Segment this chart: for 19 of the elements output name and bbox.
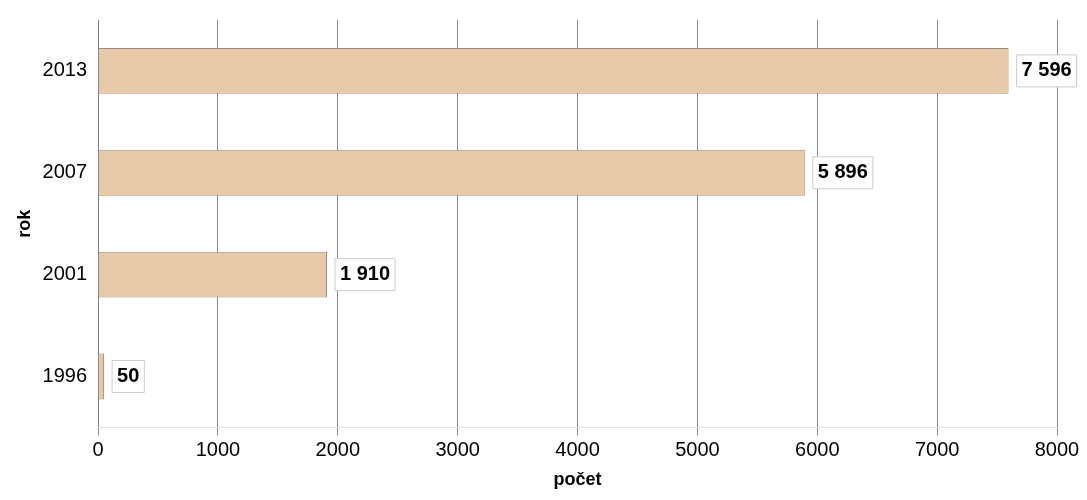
data-label: 1 910 <box>340 262 391 285</box>
y-tick-label: 2007 <box>42 160 88 183</box>
x-tick-label: 5000 <box>675 437 720 460</box>
y-tick-label: 1996 <box>42 363 88 386</box>
y-tick-label: 2013 <box>42 58 88 81</box>
x-tick-label: 7000 <box>914 437 960 460</box>
x-tick-label: 8000 <box>1034 437 1080 460</box>
y-tick-label: 2001 <box>42 262 88 285</box>
x-tick-label: 6000 <box>795 437 840 460</box>
x-tick-label: 3000 <box>435 437 480 460</box>
x-axis-title: počet <box>553 469 602 490</box>
x-tick-label: 0 <box>92 437 104 460</box>
x-tick-label: 1000 <box>195 437 241 460</box>
data-label: 7 596 <box>1021 58 1072 81</box>
x-tick-label: 4000 <box>555 437 600 460</box>
y-axis-title: rok <box>13 208 34 238</box>
data-label: 5 896 <box>817 160 868 183</box>
x-tick-label: 2000 <box>315 437 361 460</box>
data-label: 50 <box>117 363 140 386</box>
